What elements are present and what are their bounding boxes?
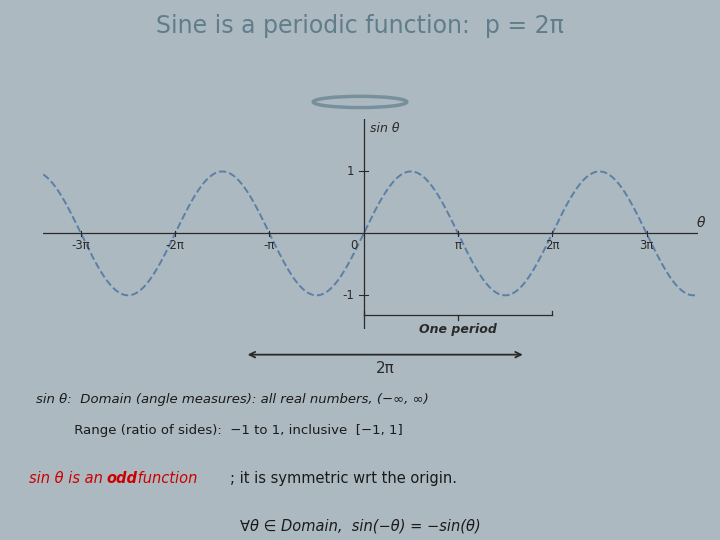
Text: odd: odd [107,470,138,485]
Text: -3π: -3π [71,239,90,252]
Text: Range (ratio of sides):  −1 to 1, inclusive  [−1, 1]: Range (ratio of sides): −1 to 1, inclusi… [36,424,402,437]
Text: 2π: 2π [545,239,559,252]
Text: 3π: 3π [639,239,654,252]
Text: sin θ: sin θ [370,122,400,135]
Text: -2π: -2π [166,239,184,252]
Text: 0: 0 [351,239,358,252]
Text: 1: 1 [347,165,354,178]
Text: sin θ is an: sin θ is an [29,470,107,485]
Text: 2π: 2π [376,361,395,376]
Text: θ: θ [696,217,705,230]
Text: ∀θ ∈ Domain,  sin(−θ) = −sin(θ): ∀θ ∈ Domain, sin(−θ) = −sin(θ) [240,519,480,534]
Text: function: function [133,470,197,485]
Text: -1: -1 [343,289,354,302]
Text: sin θ:  Domain (angle measures): all real numbers, (−∞, ∞): sin θ: Domain (angle measures): all real… [36,393,428,406]
Text: π: π [454,239,462,252]
Text: -π: -π [264,239,275,252]
Text: ; it is symmetric wrt the origin.: ; it is symmetric wrt the origin. [230,470,457,485]
Text: One period: One period [419,322,497,335]
Text: Sine is a periodic function:  p = 2π: Sine is a periodic function: p = 2π [156,14,564,38]
